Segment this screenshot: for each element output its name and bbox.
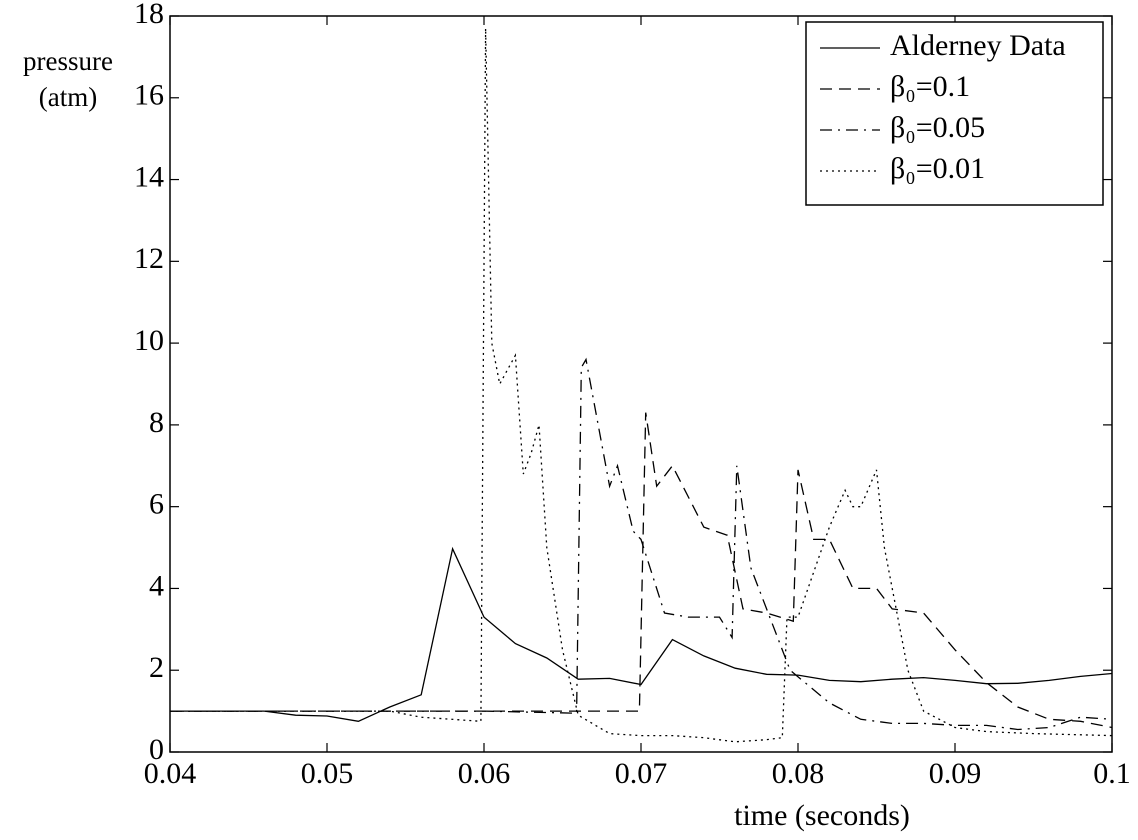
x-tick-label: 0.05 bbox=[301, 757, 354, 790]
x-tick-label: 0.04 bbox=[144, 757, 197, 790]
legend-label: β₀=0.01 bbox=[890, 152, 985, 185]
y-tick-label: 8 bbox=[149, 406, 164, 439]
y-tick-label: 2 bbox=[149, 651, 164, 684]
series-line bbox=[170, 357, 1113, 731]
y-tick-label: 0 bbox=[149, 733, 164, 766]
legend-label: β₀=0.05 bbox=[890, 111, 985, 144]
y-tick-label: 10 bbox=[134, 324, 164, 357]
y-tick-label: 18 bbox=[134, 0, 164, 30]
legend-label: β₀=0.1 bbox=[890, 70, 970, 103]
series-line bbox=[170, 546, 1113, 722]
legend-label: Alderney Data bbox=[890, 29, 1066, 62]
legend-box bbox=[805, 21, 1104, 206]
y-axis-label: pressure bbox=[23, 46, 113, 76]
x-tick-label: 0.06 bbox=[458, 757, 511, 790]
y-tick-label: 14 bbox=[134, 160, 164, 193]
series-line bbox=[170, 412, 1113, 729]
y-axis-label: (atm) bbox=[39, 82, 97, 112]
x-tick-label: 0.07 bbox=[615, 757, 668, 790]
x-tick-label: 0.08 bbox=[772, 757, 825, 790]
x-tick-label: 0.1 bbox=[1093, 757, 1131, 790]
y-tick-label: 12 bbox=[134, 242, 164, 275]
y-tick-label: 4 bbox=[149, 569, 164, 602]
x-axis-label: time (seconds) bbox=[734, 799, 910, 832]
y-tick-label: 6 bbox=[149, 488, 164, 521]
x-tick-label: 0.09 bbox=[929, 757, 982, 790]
y-tick-label: 16 bbox=[134, 79, 164, 112]
series-line bbox=[170, 28, 1113, 743]
